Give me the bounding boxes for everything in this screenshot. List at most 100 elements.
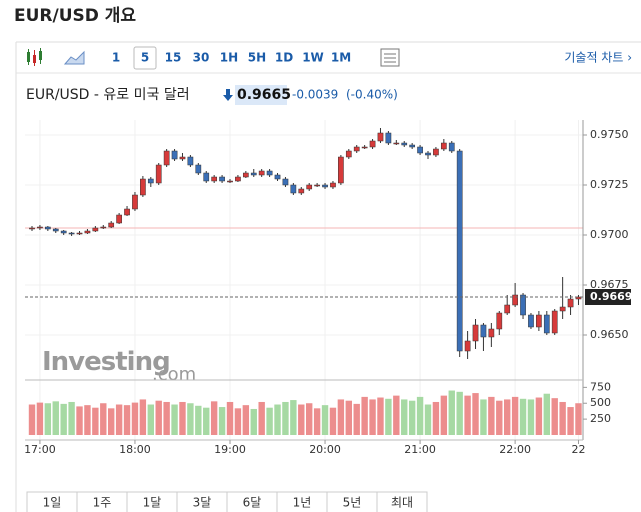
candle-body [353, 146, 360, 152]
volume-bar [52, 401, 59, 435]
x-tick-label: 17:00 [24, 443, 56, 456]
candle-body [100, 226, 107, 229]
volume-bar [345, 400, 352, 435]
range-button[interactable]: 1일 [43, 496, 62, 510]
candle-body [369, 140, 376, 148]
interval-button[interactable]: 15 [165, 51, 182, 65]
range-button[interactable]: 1년 [293, 496, 312, 510]
watermark: Investing [42, 347, 170, 377]
volume-bar [551, 398, 558, 435]
volume-bar [321, 405, 329, 435]
candle-body [147, 178, 154, 184]
range-button[interactable]: 3달 [193, 496, 212, 510]
volume-bar [385, 398, 392, 435]
candle-body [258, 170, 265, 176]
volume-bar [535, 397, 543, 435]
volume-bar [274, 404, 281, 435]
range-button[interactable]: 1달 [143, 496, 162, 510]
instrument-name: EUR/USD - 유로 미국 달러 [26, 87, 190, 103]
range-button[interactable]: 1주 [93, 496, 112, 510]
candle-body [322, 184, 328, 188]
candle-body [543, 314, 550, 334]
candle-body [472, 324, 479, 342]
volume-bar [511, 396, 519, 435]
range-button[interactable]: 6달 [243, 496, 262, 510]
candle-body [140, 178, 146, 196]
last-price-box [585, 289, 631, 305]
volume-bar [179, 401, 186, 435]
volume-bar [393, 395, 400, 435]
candle-body [211, 176, 218, 182]
volume-bar [408, 400, 416, 435]
candle-body [282, 178, 289, 186]
candle-body [68, 232, 75, 235]
candle-body [92, 227, 99, 232]
candle-body [171, 150, 178, 160]
volume-bar [147, 404, 154, 435]
candle-body [155, 164, 162, 184]
volume-bar [432, 401, 440, 435]
technical-chart-link[interactable]: 기술적 차트 › [564, 51, 632, 65]
volume-bar [84, 405, 91, 435]
interval-button[interactable]: 1M [331, 51, 351, 65]
range-button[interactable]: 5년 [343, 496, 362, 510]
volume-bar [496, 400, 503, 435]
candle-body [417, 146, 423, 154]
volume-bar [44, 403, 52, 435]
candle-body [274, 174, 281, 180]
area-icon[interactable] [63, 50, 85, 65]
candle-body [84, 230, 91, 234]
candle-body [195, 164, 202, 174]
candle-body [266, 170, 273, 176]
table-icon[interactable] [380, 48, 400, 67]
volume-bar [313, 408, 321, 435]
volume-bar [171, 404, 178, 435]
candle-body [409, 144, 416, 148]
volume-bar [401, 399, 408, 435]
volume-bar [203, 407, 210, 435]
volume-bar [424, 404, 432, 435]
range-button[interactable]: 최대 [391, 496, 413, 510]
page-title: EUR/USD 개요 [14, 6, 136, 26]
change: -0.0039 [292, 88, 338, 102]
volume-bar [559, 401, 566, 435]
volume-bar [472, 393, 479, 435]
candle-body [306, 184, 313, 190]
volume-bar [353, 403, 360, 435]
candle-body [512, 294, 518, 306]
volume-bar [290, 400, 297, 435]
watermark: .com [152, 364, 196, 385]
candle-body [464, 340, 471, 352]
interval-button[interactable]: 5 [141, 51, 149, 65]
interval-button[interactable]: 1 [112, 51, 120, 65]
volume-bar [68, 401, 75, 435]
interval-button[interactable]: 1D [275, 51, 293, 65]
y-tick-label: 0.9750 [590, 128, 629, 141]
interval-button[interactable]: 30 [193, 51, 210, 65]
candle-body [377, 132, 384, 142]
candle-body [52, 228, 59, 232]
candle-body [433, 148, 439, 156]
volume-bar [416, 396, 424, 435]
volume-bar [519, 398, 527, 435]
x-tick-label: 22:00 [499, 443, 531, 456]
volume-bar [361, 396, 368, 435]
candle-body [235, 176, 241, 182]
candle-body [219, 176, 225, 182]
volume-bar [242, 405, 250, 435]
change-pct: (-0.40%) [346, 88, 398, 102]
interval-button[interactable]: 1W [302, 51, 324, 65]
candle-body [480, 324, 487, 338]
volume-bar [131, 402, 139, 435]
volume-bar [28, 404, 36, 435]
candle-icon[interactable] [27, 48, 42, 66]
x-tick-label: 19:00 [214, 443, 246, 456]
interval-button[interactable]: 5H [248, 51, 266, 65]
candle-body [559, 306, 566, 312]
volume-bar [218, 407, 226, 435]
range-button-box[interactable] [376, 491, 428, 512]
y-tick-label: 0.9725 [590, 178, 629, 191]
candle-body [290, 184, 297, 194]
volume-bar [195, 405, 202, 435]
interval-button[interactable]: 1H [220, 51, 238, 65]
